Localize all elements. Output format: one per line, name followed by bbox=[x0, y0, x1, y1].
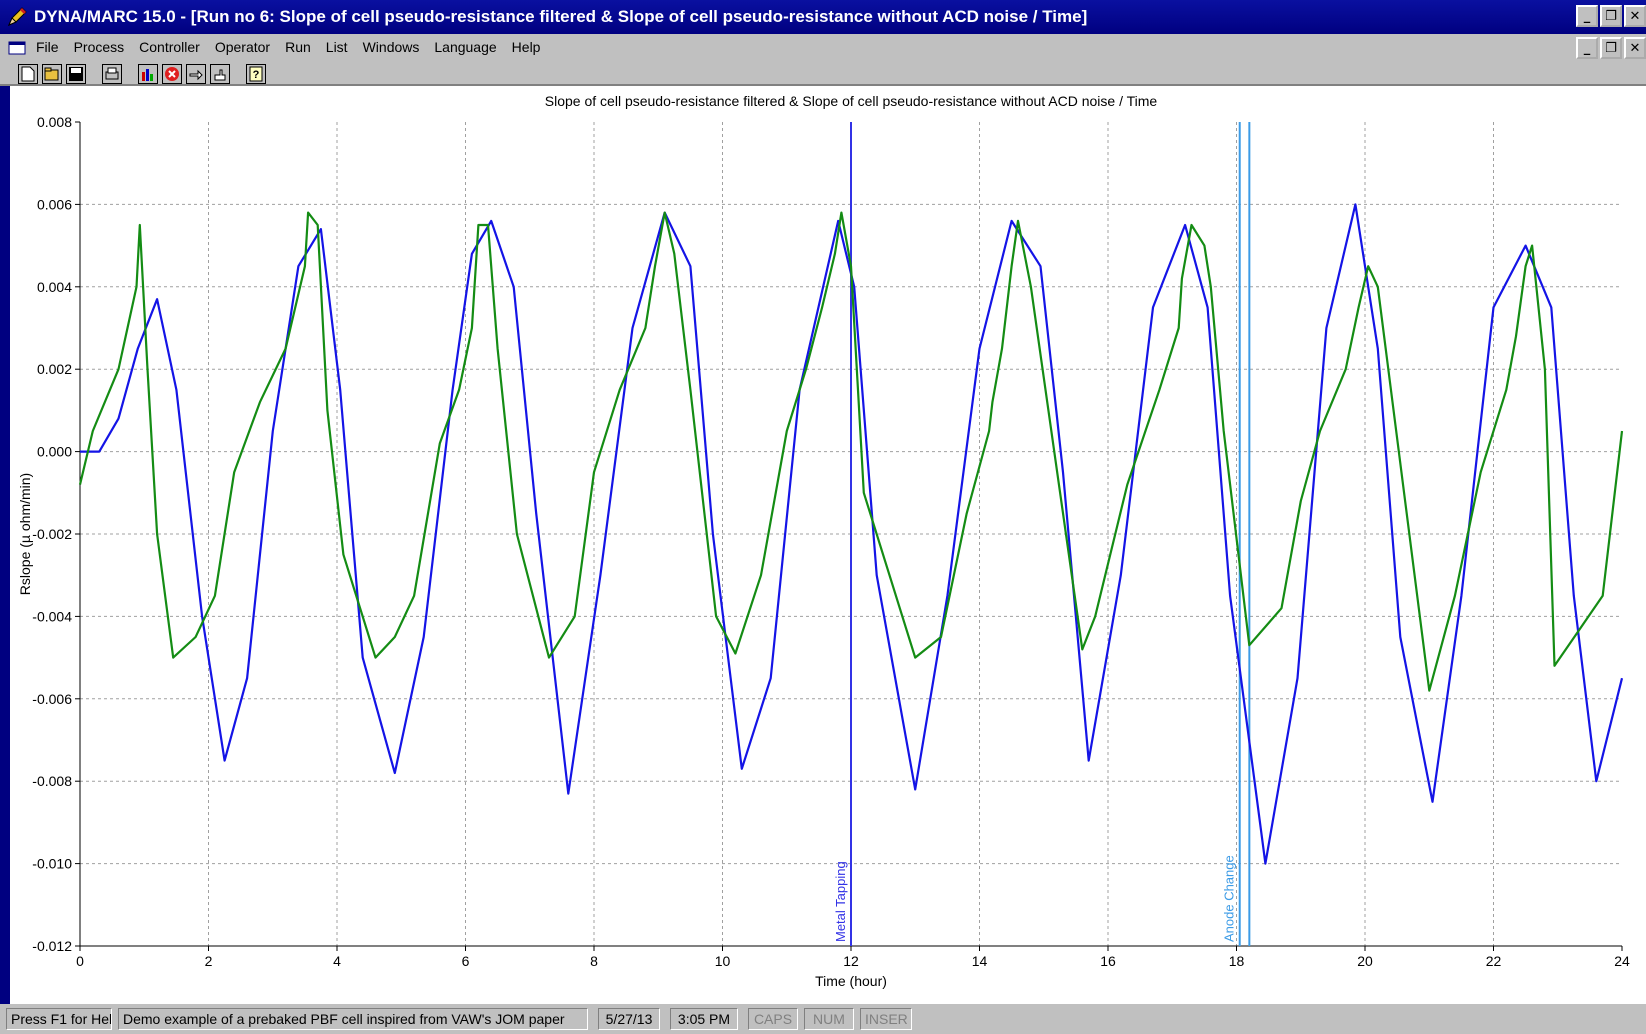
close-button[interactable]: ✕ bbox=[1624, 5, 1646, 27]
x-tick-label: 16 bbox=[1100, 953, 1116, 969]
window-title: DYNA/MARC 15.0 - [Run no 6: Slope of cel… bbox=[34, 7, 1088, 26]
y-axis-label: Rslope (µ ohm/min) bbox=[17, 473, 33, 595]
chart-pane: Slope of cell pseudo-resistance filtered… bbox=[10, 86, 1646, 1004]
status-caps: CAPS bbox=[748, 1008, 798, 1030]
event-marker-label: Anode Change bbox=[1222, 855, 1237, 942]
x-tick-label: 12 bbox=[843, 953, 859, 969]
app-pencil-icon bbox=[8, 7, 27, 26]
x-tick-label: 24 bbox=[1614, 953, 1630, 969]
hand-icon[interactable] bbox=[210, 64, 230, 84]
pointer-icon[interactable] bbox=[186, 64, 206, 84]
document-icon[interactable] bbox=[8, 40, 28, 56]
status-time: 3:05 PM bbox=[670, 1008, 738, 1030]
help-icon[interactable]: ? bbox=[246, 64, 266, 84]
status-num: NUM bbox=[804, 1008, 854, 1030]
menu-language[interactable]: Language bbox=[434, 39, 497, 55]
chart-title: Slope of cell pseudo-resistance filtered… bbox=[545, 93, 1158, 109]
x-tick-label: 8 bbox=[590, 953, 598, 969]
event-marker-label: Metal Tapping bbox=[833, 861, 848, 942]
status-message: Demo example of a prebaked PBF cell insp… bbox=[118, 1008, 588, 1030]
mdi-frame-edge bbox=[0, 86, 10, 1004]
menu-run[interactable]: Run bbox=[285, 39, 311, 55]
status-inser: INSER bbox=[860, 1008, 912, 1030]
y-tick-label: -0.006 bbox=[32, 691, 72, 707]
menu-help[interactable]: Help bbox=[511, 39, 541, 55]
y-tick-label: 0.004 bbox=[37, 279, 72, 295]
doc-close-button[interactable]: ✕ bbox=[1624, 37, 1646, 59]
menu-file[interactable]: File bbox=[36, 39, 59, 55]
line-chart[interactable]: Slope of cell pseudo-resistance filtered… bbox=[10, 86, 1646, 1004]
minimize-button[interactable]: _ bbox=[1576, 5, 1598, 27]
restore-button[interactable]: ❐ bbox=[1600, 5, 1622, 27]
y-tick-label: -0.008 bbox=[32, 773, 72, 789]
y-tick-label: -0.010 bbox=[32, 856, 72, 872]
y-tick-label: -0.004 bbox=[32, 608, 72, 624]
menu-bar: File Process Controller Operator Run Lis… bbox=[0, 34, 1646, 62]
toolbar: ? bbox=[0, 62, 1646, 86]
menu-process[interactable]: Process bbox=[73, 39, 125, 55]
x-tick-label: 0 bbox=[76, 953, 84, 969]
x-tick-label: 6 bbox=[462, 953, 470, 969]
print-icon[interactable] bbox=[102, 64, 122, 84]
title-bar: DYNA/MARC 15.0 - [Run no 6: Slope of cel… bbox=[0, 0, 1646, 34]
y-tick-label: 0.008 bbox=[37, 114, 72, 130]
svg-text:?: ? bbox=[253, 69, 260, 81]
x-tick-label: 4 bbox=[333, 953, 341, 969]
x-tick-label: 10 bbox=[715, 953, 731, 969]
menu-windows[interactable]: Windows bbox=[362, 39, 420, 55]
save-icon[interactable] bbox=[66, 64, 86, 84]
status-date: 5/27/13 bbox=[598, 1008, 660, 1030]
x-tick-label: 14 bbox=[972, 953, 988, 969]
stop-icon[interactable] bbox=[162, 64, 182, 84]
y-tick-label: 0.006 bbox=[37, 196, 72, 212]
y-tick-label: -0.012 bbox=[32, 938, 72, 954]
status-bar: Press F1 for Help Demo example of a preb… bbox=[0, 1004, 1646, 1034]
chart-icon[interactable] bbox=[138, 64, 158, 84]
menu-list[interactable]: List bbox=[325, 39, 348, 55]
menu-controller[interactable]: Controller bbox=[139, 39, 200, 55]
y-tick-label: -0.002 bbox=[32, 526, 72, 542]
series-line-2 bbox=[78, 211, 1624, 692]
menu-operator[interactable]: Operator bbox=[214, 39, 271, 55]
doc-restore-button[interactable]: ❐ bbox=[1600, 37, 1622, 59]
x-tick-label: 2 bbox=[205, 953, 213, 969]
new-icon[interactable] bbox=[18, 64, 38, 84]
y-tick-label: 0.002 bbox=[37, 361, 72, 377]
doc-minimize-button[interactable]: _ bbox=[1576, 37, 1598, 59]
x-axis-label: Time (hour) bbox=[815, 973, 887, 989]
open-icon[interactable] bbox=[42, 64, 62, 84]
status-help: Press F1 for Help bbox=[6, 1008, 112, 1030]
y-tick-label: 0.000 bbox=[37, 444, 72, 460]
x-tick-label: 18 bbox=[1229, 953, 1245, 969]
x-tick-label: 20 bbox=[1357, 953, 1373, 969]
x-tick-label: 22 bbox=[1486, 953, 1502, 969]
